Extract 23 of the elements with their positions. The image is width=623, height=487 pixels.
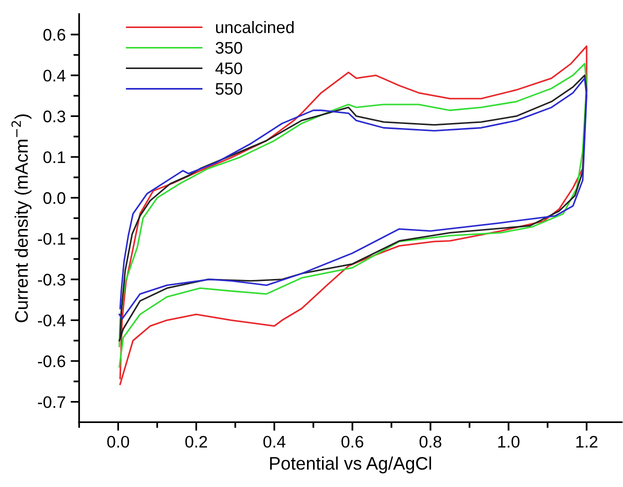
legend-label: uncalcined xyxy=(216,20,294,34)
y-tick-label: -0.7 xyxy=(38,396,66,408)
y-tick-label: 0.4 xyxy=(43,70,66,82)
y-tick-label: -0.6 xyxy=(38,355,66,368)
x-tick-label: 0.0 xyxy=(107,436,130,448)
x-tick-label: 1.0 xyxy=(498,436,520,448)
y-tick-label: -0.3 xyxy=(38,274,66,286)
x-tick-label: 0.8 xyxy=(420,436,442,448)
x-tick-label: 1.2 xyxy=(576,436,598,448)
y-tick-label: 0.1 xyxy=(43,151,66,164)
y-tick-label: 0.3 xyxy=(43,110,66,122)
legend-label: 550 xyxy=(216,83,242,95)
y-tick-label: 0.6 xyxy=(43,28,66,41)
y-tick-label: -0.4 xyxy=(38,314,66,326)
x-tick-label: 0.6 xyxy=(341,436,364,448)
y-tick-label: -0.1 xyxy=(38,232,66,245)
legend-label: 450 xyxy=(215,62,242,74)
x-tick-label: 0.2 xyxy=(185,436,207,448)
y-tick-label: 0.0 xyxy=(43,192,66,204)
x-axis-title: Potential vs Ag/AgCl xyxy=(270,456,432,474)
y-axis-title: Current density (mAcm$^{−2}$) xyxy=(11,114,32,322)
legend-label: 350 xyxy=(216,42,242,54)
x-tick-label: 0.4 xyxy=(263,436,286,448)
